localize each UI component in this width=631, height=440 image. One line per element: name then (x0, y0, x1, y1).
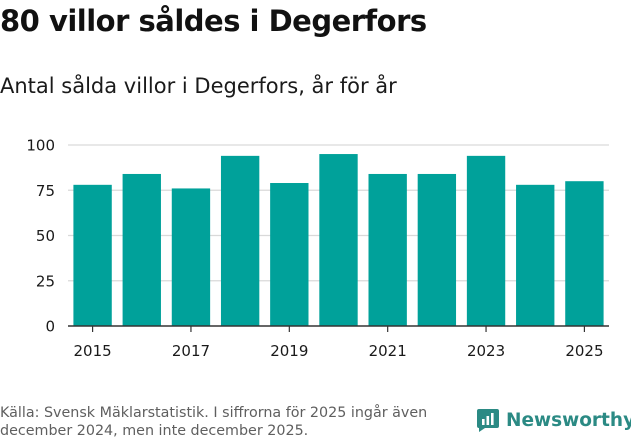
bar-2018 (220, 155, 260, 326)
x-tick-label: 2017 (172, 342, 210, 360)
chart-title: 80 villor såldes i Degerfors (0, 4, 427, 38)
bar-2024 (516, 184, 555, 326)
bar-2015 (73, 184, 112, 326)
x-tick-label: 2023 (467, 342, 505, 360)
bar-2017 (171, 188, 211, 326)
x-tick-label: 2019 (270, 342, 308, 360)
bars (73, 154, 604, 326)
x-axis-tick-labels: 2015 2017 2019 2021 2023 2025 (73, 342, 603, 360)
bar-2016 (122, 173, 161, 326)
bar-chart: 0 25 50 75 100 2015 2017 2019 2021 2023 2025 (26, 137, 609, 360)
source-note: Källa: Svensk Mäklarstatistik. I siffror… (0, 405, 428, 439)
y-tick-label: 100 (26, 137, 55, 155)
bar-2025 (565, 181, 604, 326)
x-tick-label: 2021 (369, 342, 407, 360)
y-tick-label: 0 (45, 318, 55, 336)
y-tick-label: 50 (36, 227, 55, 245)
bar-2021 (368, 173, 407, 326)
bar-2022 (417, 173, 457, 326)
y-axis-tick-labels: 0 25 50 75 100 (26, 137, 55, 336)
x-tick-label: 2025 (565, 342, 603, 360)
brand-name: Newsworthy (506, 410, 631, 431)
x-axis (68, 325, 609, 332)
y-tick-label: 25 (36, 272, 55, 290)
newsworthy-brand[interactable]: Newsworthy (476, 408, 631, 433)
newsworthy-logo-icon (477, 409, 499, 432)
bar-2023 (466, 155, 506, 326)
x-tick-label: 2015 (73, 342, 111, 360)
y-tick-label: 75 (36, 182, 55, 200)
bar-2020 (319, 154, 358, 326)
bar-2019 (270, 183, 309, 326)
chart-subtitle: Antal sålda villor i Degerfors, år för å… (0, 74, 397, 98)
